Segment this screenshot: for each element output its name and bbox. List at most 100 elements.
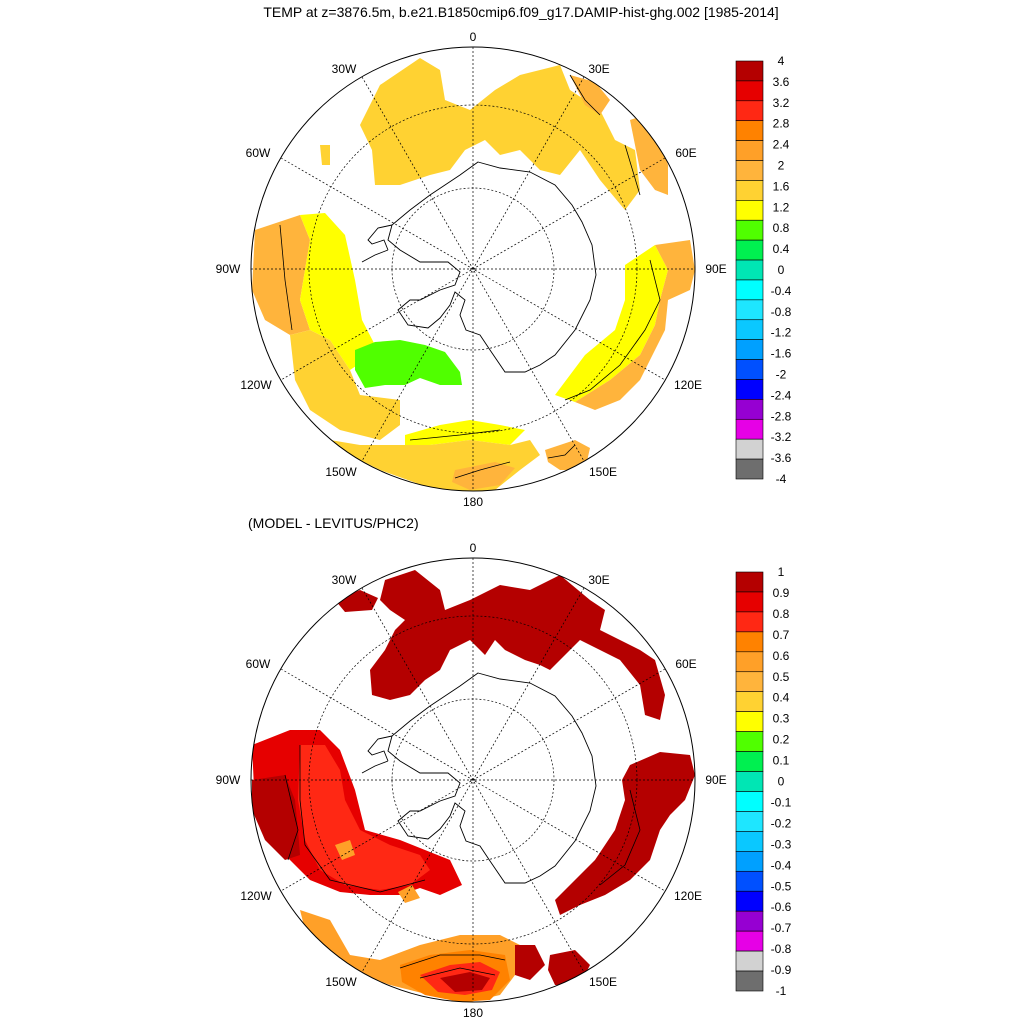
region-indian-ocean-east bbox=[555, 752, 695, 915]
colorbar-top-swatch bbox=[735, 299, 764, 321]
figure-subtitle: (MODEL - LEVITUS/PHC2) bbox=[248, 515, 419, 531]
region-southeast-pacific-small bbox=[335, 840, 355, 860]
region-indian-ocean-outer bbox=[575, 240, 695, 410]
colorbar-bottom-swatch bbox=[735, 851, 764, 872]
lon-label-bottom-30w: 30W bbox=[332, 573, 357, 587]
lon-label-bottom-90w: 90W bbox=[216, 773, 241, 787]
lon-label-top-150w: 150W bbox=[325, 465, 357, 479]
colorbar-top-label: 2.4 bbox=[773, 138, 790, 152]
colorbar-bottom-swatch bbox=[735, 910, 764, 932]
colorbar-top-label: -0.8 bbox=[771, 305, 792, 319]
region-southwest-pacific-west bbox=[252, 215, 310, 335]
lon-label-bottom-0: 0 bbox=[470, 541, 477, 555]
lon-label-bottom-120e: 120E bbox=[674, 889, 702, 903]
colorbar-top-swatch bbox=[735, 200, 764, 221]
colorbar-top-label: 2.8 bbox=[773, 117, 790, 131]
lon-label-top-180: 180 bbox=[463, 495, 483, 509]
colorbar-bottom-swatch bbox=[735, 751, 764, 772]
colorbar-top-label: 1.6 bbox=[773, 179, 790, 193]
colorbar-top-label: 0 bbox=[778, 263, 785, 277]
colorbar-top-label: 1.2 bbox=[773, 200, 790, 214]
lon-label-bottom-90e: 90E bbox=[705, 773, 726, 787]
colorbar-bottom-label: 0.8 bbox=[773, 607, 790, 621]
colorbar-bottom-label: 0.7 bbox=[773, 628, 790, 642]
colorbar-bottom-label: -0.5 bbox=[771, 879, 792, 893]
colorbar-top-swatch bbox=[735, 339, 764, 360]
lon-label-bottom-150w: 150W bbox=[325, 975, 357, 989]
colorbar-top-label: -2.4 bbox=[771, 388, 792, 402]
contour-lines-top bbox=[279, 74, 661, 479]
region-scattered-west bbox=[320, 145, 330, 165]
antarctica-coastline-bottom bbox=[387, 672, 597, 884]
colorbar-bottom-label: 0.3 bbox=[773, 712, 790, 726]
colorbar-bottom-swatch bbox=[735, 631, 764, 653]
lon-label-top-60e: 60E bbox=[675, 146, 696, 160]
region-tasman-south bbox=[545, 440, 590, 470]
lon-label-top-150e: 150E bbox=[589, 465, 617, 479]
map-top-boundary bbox=[250, 46, 696, 492]
colorbar-bottom-swatch bbox=[735, 591, 764, 613]
colorbar-top-swatch bbox=[735, 239, 764, 261]
region-tasman-south bbox=[515, 945, 590, 985]
colorbar-bottom-label: -0.3 bbox=[771, 837, 792, 851]
antarctic-peninsula-bottom bbox=[361, 735, 393, 774]
colorbar-top-label: -0.4 bbox=[771, 284, 792, 298]
colorbar-top-swatch bbox=[735, 120, 764, 141]
colorbar-top-swatch bbox=[735, 359, 764, 380]
region-africa-30e bbox=[570, 75, 610, 115]
lon-label-top-60w: 60W bbox=[246, 146, 271, 160]
colorbar-top-swatch bbox=[735, 219, 764, 241]
map-bottom-boundary bbox=[250, 557, 696, 1003]
region-orange-small bbox=[398, 885, 420, 903]
contour-lines-bottom bbox=[284, 745, 641, 979]
colorbar-top-swatch bbox=[735, 279, 764, 301]
colorbar-bottom-swatch bbox=[735, 950, 764, 972]
colorbar-top-label: 2 bbox=[778, 159, 785, 173]
lon-label-top-90e: 90E bbox=[705, 262, 726, 276]
region-east-pacific-band bbox=[300, 213, 375, 370]
lon-label-bottom-60e: 60E bbox=[675, 657, 696, 671]
colorbar-top-swatch bbox=[735, 259, 764, 281]
colorbar-bottom-label: 0.5 bbox=[773, 670, 790, 684]
lon-label-top-120w: 120W bbox=[240, 378, 272, 392]
colorbar-bottom-label: 0.9 bbox=[773, 586, 790, 600]
colorbar-top-swatch bbox=[735, 180, 764, 201]
colorbar-top-label: 0.8 bbox=[773, 221, 790, 235]
lon-label-top-120e: 120E bbox=[674, 378, 702, 392]
colorbar-bottom-swatch bbox=[735, 771, 764, 792]
colorbar-top-label: -3.6 bbox=[771, 451, 792, 465]
colorbar-bottom-swatch bbox=[735, 651, 764, 673]
colorbar-bottom-label: 0.2 bbox=[773, 733, 790, 747]
colorbar-top-swatch bbox=[735, 80, 764, 102]
colorbar-bottom-label: -0.8 bbox=[771, 942, 792, 956]
colorbar-top-label: 3.2 bbox=[773, 96, 790, 110]
region-southeast-pacific-core bbox=[252, 775, 300, 860]
region-east-pacific-outer bbox=[290, 330, 400, 440]
colorbar-bottom-label: 0 bbox=[778, 775, 785, 789]
map-top: 0 30E 60E 90E 120E 150E 180 150W 120W 90… bbox=[216, 30, 727, 509]
colorbar-top-swatch bbox=[735, 379, 764, 400]
antarctica-coastline-top bbox=[387, 161, 597, 373]
lon-label-top-90w: 90W bbox=[216, 262, 241, 276]
lon-label-bottom-60w: 60W bbox=[246, 657, 271, 671]
colorbar-bottom-swatch bbox=[735, 791, 764, 812]
colorbar-bottom-swatch bbox=[735, 970, 764, 992]
colorbar-top-swatch bbox=[735, 458, 764, 480]
colorbar-bottom-label: 0.4 bbox=[773, 691, 790, 705]
colorbar-bottom-label: 0.6 bbox=[773, 649, 790, 663]
colorbar-bottom-swatch bbox=[735, 831, 764, 852]
lon-label-bottom-150e: 150E bbox=[589, 975, 617, 989]
antarctic-peninsula-top bbox=[361, 224, 393, 263]
region-indian-ocean-east bbox=[555, 245, 668, 402]
colorbar-bottom-label: -0.6 bbox=[771, 900, 792, 914]
colorbar-bottom-swatch bbox=[735, 611, 764, 633]
colorbar-bottom-swatch bbox=[735, 571, 764, 593]
lon-label-top-30w: 30W bbox=[332, 62, 357, 76]
lon-label-bottom-30e: 30E bbox=[588, 573, 609, 587]
lon-label-top-0: 0 bbox=[470, 30, 477, 44]
lon-label-bottom-120w: 120W bbox=[240, 889, 272, 903]
colorbar-bottom-swatch bbox=[735, 671, 764, 693]
colorbar-bottom: 1 0.9 0.8 0.7 0.6 0.5 0.4 0.3 0.2 0.1 0 -0.1 -0.2 -0.… bbox=[735, 565, 792, 998]
colorbar-top-swatch bbox=[735, 399, 764, 420]
